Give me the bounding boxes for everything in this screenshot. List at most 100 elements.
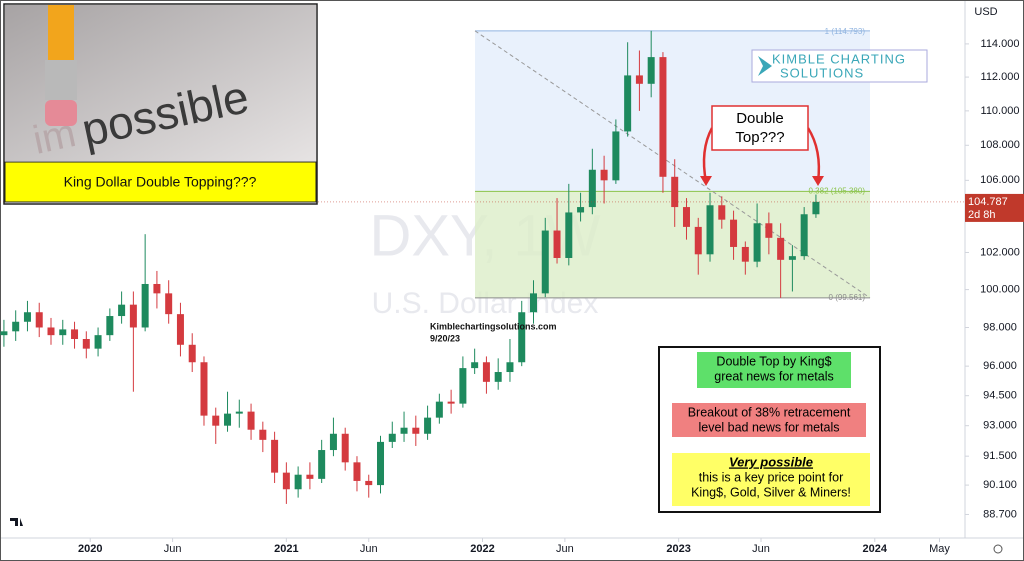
candle-body: [447, 401, 455, 404]
candle-body: [282, 472, 290, 490]
logo-text: SOLUTIONS: [780, 65, 864, 80]
candle-body: [141, 283, 149, 328]
candle-body: [518, 312, 526, 363]
currency-label: USD: [974, 6, 997, 18]
candle-body: [671, 176, 679, 208]
y-tick-label: 88.700: [983, 508, 1017, 520]
y-tick-label: 91.500: [983, 450, 1017, 462]
eraser: [45, 100, 77, 126]
candle-body: [259, 429, 267, 440]
note-box: [672, 453, 870, 506]
candle-body: [329, 433, 337, 451]
candle-body: [59, 329, 67, 336]
candle-body: [188, 344, 196, 363]
x-tick-label: 2023: [666, 543, 690, 555]
y-tick-label: 98.000: [983, 321, 1017, 333]
last-price-box: [965, 193, 1024, 222]
y-tick-label: 102.000: [980, 246, 1020, 258]
candle-body: [600, 169, 608, 181]
arrowhead-left: [700, 176, 712, 186]
candle-body: [494, 372, 502, 382]
candle-body: [706, 205, 714, 255]
x-tick-label: Jun: [556, 543, 574, 555]
candle-body: [682, 207, 690, 227]
banner: [4, 161, 317, 203]
fib-zone-lower: [475, 191, 870, 298]
date-text: 9/20/23: [430, 333, 460, 343]
logo-box: [751, 49, 928, 83]
candle-body: [812, 201, 820, 215]
candle-body: [94, 335, 102, 349]
candle-body: [47, 327, 55, 336]
candle-body: [435, 401, 443, 418]
candle-body: [212, 415, 220, 426]
y-tick-label: 100.000: [980, 284, 1020, 296]
y-tick-label: 114.000: [981, 38, 1020, 50]
x-tick-label: 2024: [863, 543, 888, 555]
candle-body: [82, 339, 90, 349]
candle-body: [176, 314, 184, 345]
pencil: [48, 5, 74, 65]
candle-body: [341, 433, 349, 463]
note-line: great news for metals: [714, 369, 834, 383]
x-tick-label: Jun: [164, 543, 182, 555]
candle-body: [235, 411, 243, 414]
candle-body: [35, 312, 43, 328]
y-tick-label: 93.000: [983, 420, 1017, 432]
candle-body: [118, 304, 126, 317]
callout-text: Double: [736, 110, 784, 127]
candle-body: [271, 439, 279, 473]
candle-body: [577, 207, 585, 213]
candle-body: [224, 413, 232, 426]
candle-body: [459, 368, 467, 404]
x-tick-label: May: [929, 543, 950, 555]
candle-body: [12, 321, 20, 332]
settings-icon: [993, 544, 1003, 554]
candle-body: [482, 362, 490, 382]
candle-body: [635, 75, 643, 84]
candle-body: [741, 246, 749, 262]
candle-body: [659, 57, 667, 177]
y-tick-label: 112.000: [981, 71, 1020, 83]
candle-body: [800, 214, 808, 257]
candle-body: [412, 427, 420, 434]
candle-body: [71, 329, 79, 340]
x-tick-label: 2020: [78, 543, 102, 555]
candle-body: [694, 226, 702, 255]
pencil-ferrule: [45, 60, 77, 100]
candle-body: [377, 441, 385, 486]
trend-line: [474, 30, 871, 299]
candle-body: [247, 411, 255, 430]
fib-label: 1 (114.793): [825, 27, 866, 36]
last-price-label: 104.787: [968, 196, 1008, 208]
site-text: Kimblechartingsolutions.com: [430, 321, 557, 331]
logo-text: KIMBLE CHARTING: [772, 51, 906, 66]
callout-text: Top???: [735, 129, 784, 146]
candle-body: [200, 362, 208, 416]
note-line: Double Top by King$: [716, 354, 831, 368]
candle-body: [553, 230, 561, 258]
note-line: King$, Gold, Silver & Miners!: [691, 485, 851, 499]
candle-body: [23, 312, 31, 322]
y-tick-label: 108.000: [980, 139, 1020, 151]
candle-body: [318, 450, 326, 479]
y-tick-label: 106.000: [980, 174, 1020, 186]
arrowhead-right: [812, 176, 824, 186]
candle-body: [129, 304, 137, 328]
candle-body: [753, 223, 761, 262]
candle-body: [647, 57, 655, 84]
candle-body: [529, 293, 537, 313]
candle-body: [365, 480, 373, 486]
candle-body: [777, 237, 785, 260]
candle-body: [106, 316, 114, 336]
fib-label: 0.382 (105.380): [809, 186, 866, 195]
x-tick-label: Jun: [360, 543, 378, 555]
candle-body: [306, 474, 314, 479]
note-heading: Very possible: [729, 454, 813, 469]
candle-body: [730, 219, 738, 247]
candle-body: [165, 293, 173, 315]
fib-label: 0 (99.561): [829, 293, 866, 302]
candle-body: [565, 212, 573, 258]
